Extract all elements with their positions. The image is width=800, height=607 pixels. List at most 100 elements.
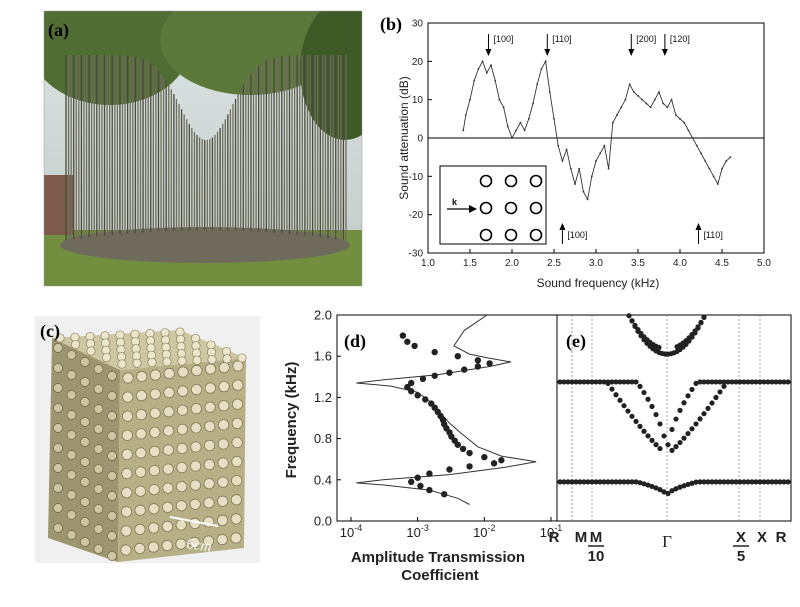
inset-cylinder	[529, 201, 543, 215]
measured-point	[486, 360, 493, 367]
cube-sphere	[121, 448, 133, 461]
data-point	[641, 98, 644, 101]
panel-c-label: (c)	[40, 321, 60, 342]
band-point	[693, 421, 699, 427]
data-point	[481, 60, 484, 63]
band-point	[561, 479, 567, 485]
sculpture-rods	[65, 55, 347, 240]
measured-point	[490, 460, 498, 467]
band-point	[665, 490, 671, 497]
cube-sphere	[204, 382, 216, 394]
band-point	[701, 314, 707, 321]
cube-sphere	[66, 410, 77, 420]
data-point	[469, 98, 471, 101]
cube-sphere	[147, 357, 157, 368]
data-point	[599, 152, 602, 155]
band-point	[621, 379, 627, 385]
cube-sphere	[218, 400, 230, 412]
cube-sphere	[53, 423, 63, 433]
cube-sphere	[175, 519, 187, 531]
cube-spheres	[53, 327, 247, 561]
band-point	[721, 479, 727, 485]
cube-sphere	[190, 460, 202, 472]
band-point	[705, 405, 711, 411]
band-point	[629, 479, 635, 485]
band-point	[681, 483, 687, 489]
measured-point	[431, 372, 438, 379]
cube-sphere	[190, 384, 203, 396]
data-point	[645, 102, 648, 105]
cube-sphere	[117, 359, 127, 369]
band-point	[633, 418, 639, 425]
cube-sphere	[80, 537, 90, 547]
sculpture-base	[60, 227, 350, 263]
cube-sphere	[189, 479, 202, 491]
data-point	[544, 60, 547, 63]
data-point	[511, 137, 513, 139]
band-point	[637, 480, 643, 486]
cube-sphere	[222, 354, 232, 364]
band-point	[589, 479, 595, 485]
data-point	[494, 79, 497, 82]
measured-point	[426, 470, 433, 477]
band-point	[689, 480, 695, 486]
measured-point	[446, 369, 453, 376]
band-point	[765, 379, 771, 385]
cube-sphere	[207, 354, 217, 365]
band-point	[605, 380, 611, 386]
band-point	[753, 379, 759, 385]
band-point	[661, 489, 667, 495]
cube-sphere	[93, 464, 104, 474]
cube-sphere	[162, 425, 175, 437]
band-point	[677, 484, 683, 490]
band-point	[593, 379, 599, 385]
measured-point	[466, 449, 473, 457]
data-point	[582, 190, 585, 193]
band-point	[773, 379, 779, 385]
band-point	[597, 379, 603, 385]
arrow-up-icon	[695, 223, 702, 230]
plot-frame	[336, 314, 558, 522]
x-axis-label: Amplitude Transmission Coefficient	[351, 549, 529, 584]
data-point	[523, 129, 526, 132]
cube-sphere	[135, 390, 148, 402]
measured-point	[419, 375, 427, 383]
band-point	[709, 479, 715, 485]
cube-sphere	[231, 475, 243, 487]
cube-sphere	[107, 431, 117, 441]
data-point	[586, 198, 589, 201]
data-point	[729, 156, 732, 159]
band-point	[673, 416, 679, 422]
cube-sphere	[163, 367, 175, 380]
cube-sphere	[93, 484, 104, 494]
band-point	[641, 481, 647, 487]
cube-sphere	[134, 523, 146, 535]
cube-sphere	[121, 487, 133, 499]
band-point	[725, 379, 731, 385]
cube-sphere	[161, 539, 173, 552]
arrow-down-icon	[485, 49, 492, 56]
cube-sphere	[230, 532, 242, 544]
band-point	[601, 379, 607, 385]
y-tick-label: -20	[409, 210, 424, 221]
band-point	[585, 479, 591, 485]
cube-sphere	[134, 485, 147, 497]
x-tick-label: 10-2	[473, 523, 495, 540]
cube-sphere	[189, 536, 201, 549]
band-point	[638, 330, 644, 337]
band-point	[581, 479, 587, 485]
y-tick-labels: -30 -20 -10 0 10 20 30	[409, 19, 424, 260]
symmetry-label: R	[776, 529, 787, 546]
band-point	[625, 408, 631, 414]
cube-sphere	[232, 360, 244, 372]
data-point	[632, 91, 635, 93]
attenuation-points	[462, 60, 732, 201]
band-point	[729, 379, 735, 385]
band-point	[673, 444, 679, 450]
inset-cylinder	[479, 201, 493, 215]
cube-sphere	[107, 391, 117, 401]
cube-sphere	[149, 426, 161, 438]
inset-cylinder	[504, 174, 518, 188]
measured-point	[440, 491, 448, 498]
